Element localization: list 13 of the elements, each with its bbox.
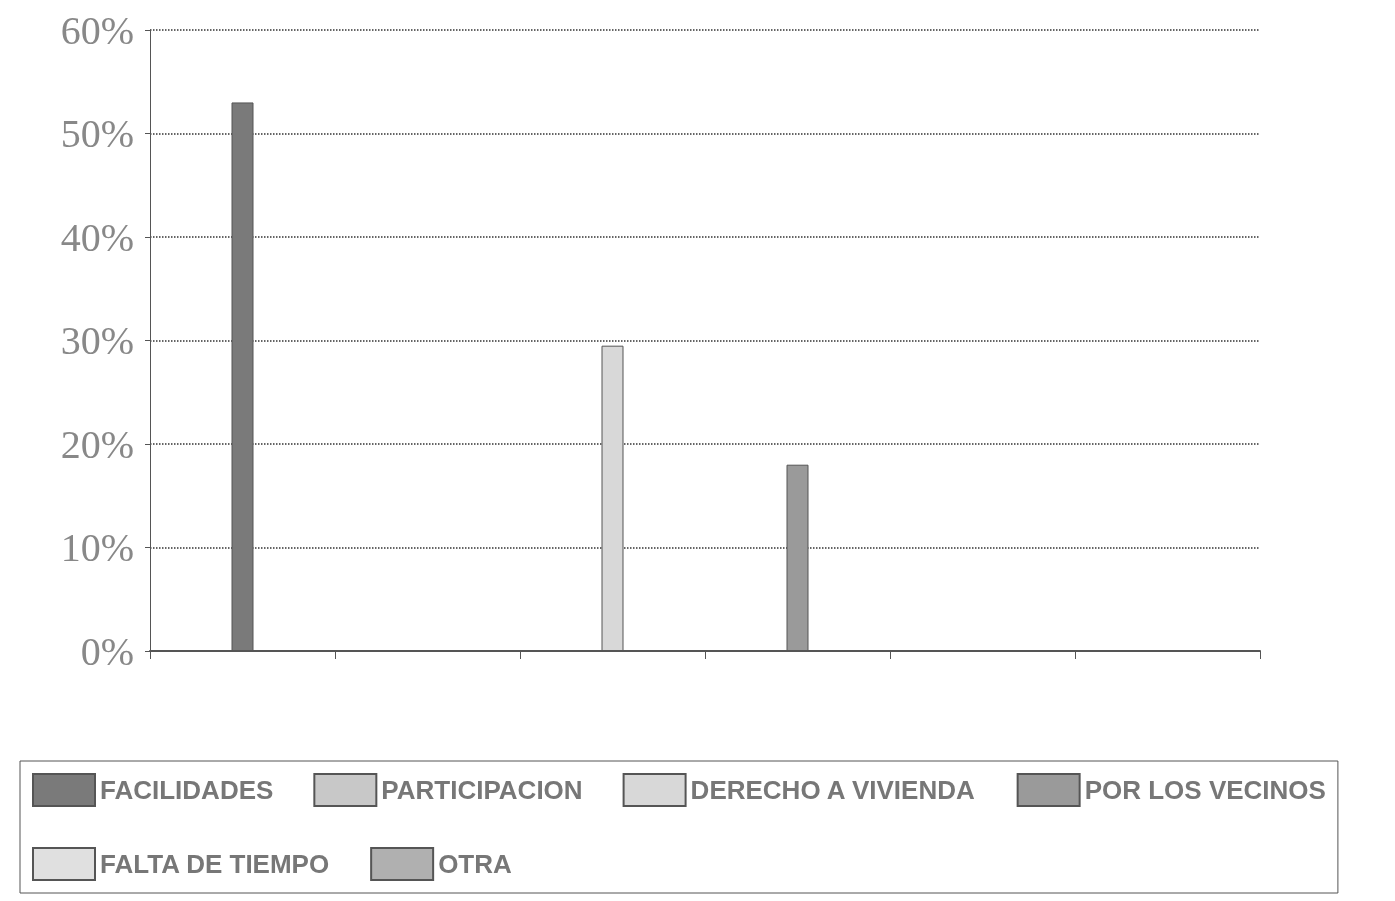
- y-tick-label: 20%: [60, 421, 134, 467]
- y-tick-label: 40%: [60, 214, 134, 260]
- legend-label: DERECHO A VIVIENDA: [690, 775, 975, 805]
- y-tick-label: 30%: [60, 318, 134, 363]
- legend-label: PARTICIPACION: [381, 775, 583, 805]
- y-tick-label: 10%: [60, 525, 134, 570]
- legend-label: FACILIDADES: [100, 775, 274, 805]
- legend-label: POR LOS VECINOS: [1084, 775, 1326, 805]
- legend-label: OTRA: [438, 849, 513, 879]
- y-tick-label: 0%: [80, 628, 134, 674]
- y-tick-label: 50%: [60, 111, 134, 156]
- y-tick-label: 60%: [60, 7, 134, 53]
- legend-label: FALTA DE TIEMPO: [100, 849, 330, 879]
